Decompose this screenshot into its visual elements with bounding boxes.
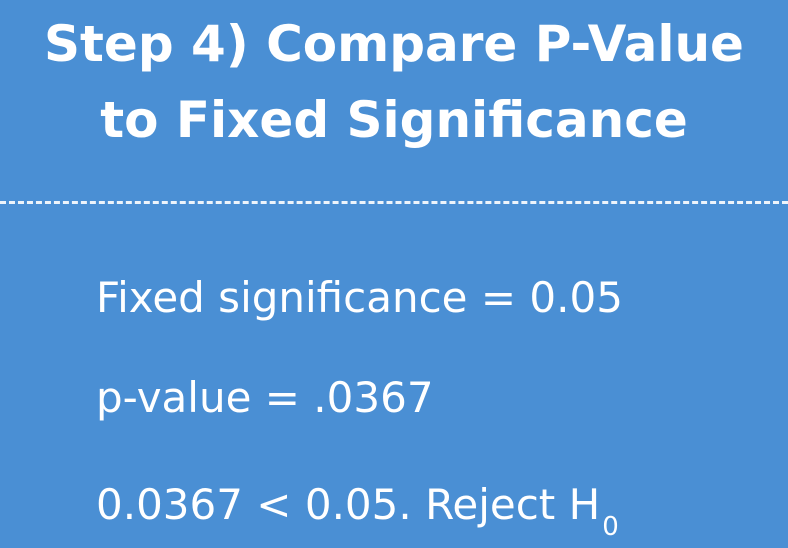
dashed-divider: [0, 201, 788, 204]
slide-title: Step 4) Compare P-Value to Fixed Signifi…: [0, 6, 788, 158]
fixed-significance-text: Fixed significance = 0.05: [96, 273, 623, 322]
title-line-1: Step 4) Compare P-Value: [44, 15, 744, 73]
p-value-text: p-value = .0367: [96, 373, 434, 422]
h0-subscript: 0: [602, 512, 619, 542]
title-line-2: to Fixed Significance: [100, 91, 688, 149]
comparison-main: 0.0367 < 0.05. Reject H: [96, 480, 601, 529]
comparison-text: 0.0367 < 0.05. Reject H0: [96, 480, 619, 542]
